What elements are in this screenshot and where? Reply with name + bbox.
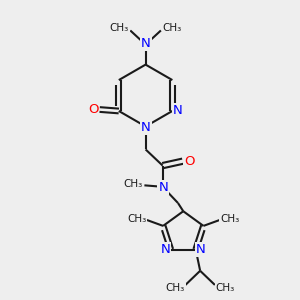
- Text: N: N: [160, 243, 170, 256]
- Text: CH₃: CH₃: [124, 179, 143, 189]
- Text: N: N: [141, 37, 151, 50]
- Text: N: N: [196, 243, 206, 256]
- Text: CH₃: CH₃: [163, 23, 182, 33]
- Text: O: O: [184, 155, 194, 168]
- Text: N: N: [173, 104, 182, 118]
- Text: CH₃: CH₃: [110, 23, 129, 33]
- Text: O: O: [88, 103, 98, 116]
- Text: CH₃: CH₃: [127, 214, 146, 224]
- Text: N: N: [158, 181, 168, 194]
- Text: CH₃: CH₃: [220, 214, 240, 224]
- Text: CH₃: CH₃: [166, 284, 185, 293]
- Text: CH₃: CH₃: [216, 284, 235, 293]
- Text: N: N: [141, 121, 151, 134]
